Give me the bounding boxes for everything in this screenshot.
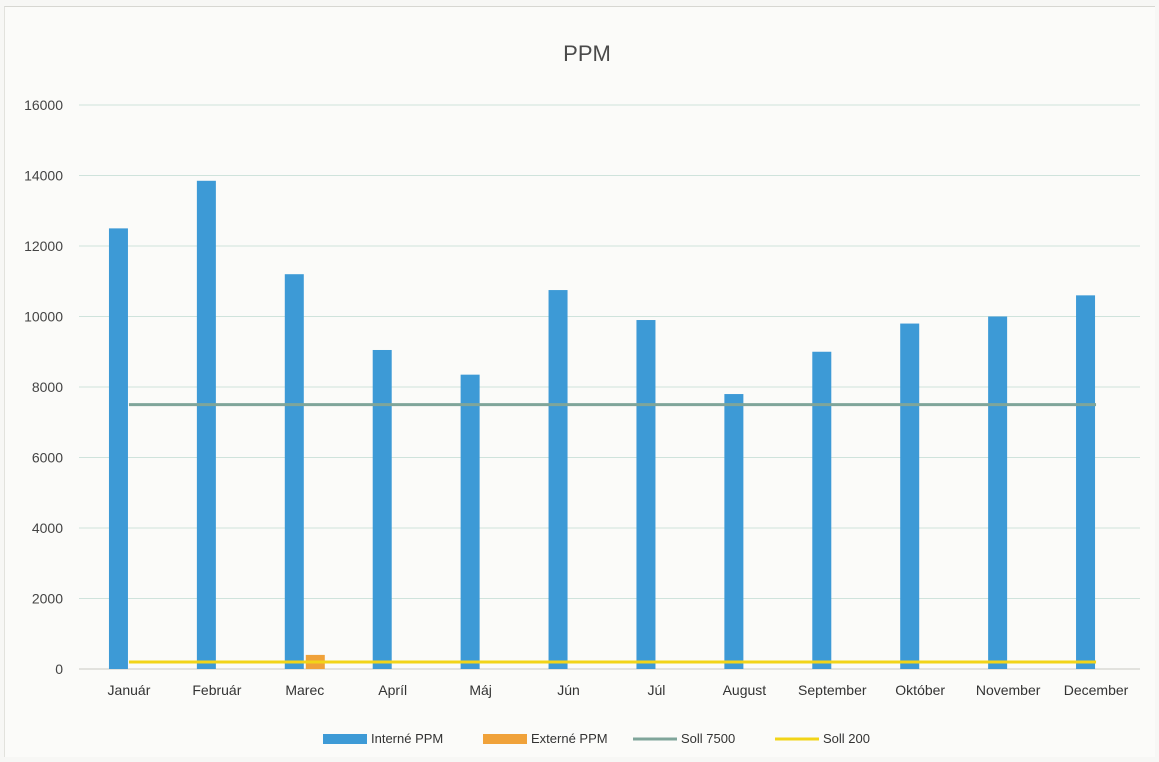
bar-interne-1 <box>196 180 216 669</box>
ppm-chart: PPM 0 2000 4000 6000 8000 10000 12000 14000 1600… <box>24 41 1140 746</box>
bar-interne-11 <box>1076 295 1096 669</box>
x-tick-label: Apríl <box>378 682 407 698</box>
y-tick-label: 12000 <box>24 238 63 254</box>
bar-interne-2 <box>284 274 304 669</box>
legend-label: Soll 200 <box>823 731 870 746</box>
x-tick-label: Február <box>192 682 241 698</box>
chart-frame: PPM 0 2000 4000 6000 8000 10000 12000 14000 1600… <box>4 6 1155 757</box>
y-tick-label: 16000 <box>24 97 63 113</box>
legend-label: Interné PPM <box>371 731 443 746</box>
bar-interne-8 <box>812 351 832 669</box>
x-tick-label: Jún <box>557 682 580 698</box>
bar-interne-6 <box>636 320 656 669</box>
bars <box>108 180 1096 669</box>
y-tick-label: 4000 <box>32 520 63 536</box>
legend-swatch <box>483 734 527 744</box>
legend: Interné PPM Externé PPM Soll 7500 Soll 200 <box>323 731 870 746</box>
legend-label: Externé PPM <box>531 731 608 746</box>
y-tick-label: 8000 <box>32 379 63 395</box>
bar-interne-7 <box>724 394 744 669</box>
x-tick-label: Júl <box>648 682 666 698</box>
legend-label: Soll 7500 <box>681 731 735 746</box>
bar-interne-0 <box>108 228 128 669</box>
legend-swatch <box>323 734 367 744</box>
x-tick-label: Máj <box>469 682 492 698</box>
y-axis-ticks: 0 2000 4000 6000 8000 10000 12000 14000 16000 <box>24 97 63 677</box>
y-tick-label: 0 <box>55 661 63 677</box>
x-tick-label: Január <box>108 682 151 698</box>
bar-interne-3 <box>372 349 392 669</box>
x-tick-label: December <box>1064 682 1129 698</box>
x-tick-label: Október <box>895 682 945 698</box>
x-tick-label: August <box>723 682 767 698</box>
x-tick-label: Marec <box>285 682 324 698</box>
x-tick-label: November <box>976 682 1041 698</box>
bar-interne-5 <box>548 290 568 669</box>
y-tick-label: 2000 <box>32 591 63 607</box>
y-tick-label: 10000 <box>24 309 63 325</box>
bar-interne-9 <box>900 323 920 669</box>
bar-interne-10 <box>988 316 1008 669</box>
gridlines <box>79 104 1140 670</box>
x-tick-label: September <box>798 682 867 698</box>
bar-interne-4 <box>460 374 480 669</box>
chart-title: PPM <box>563 41 611 66</box>
y-tick-label: 14000 <box>24 168 63 184</box>
x-axis-labels: Január Február Marec Apríl Máj Jún Júl August Se… <box>108 682 1129 698</box>
target-lines <box>128 403 1097 664</box>
y-tick-label: 6000 <box>32 450 63 466</box>
